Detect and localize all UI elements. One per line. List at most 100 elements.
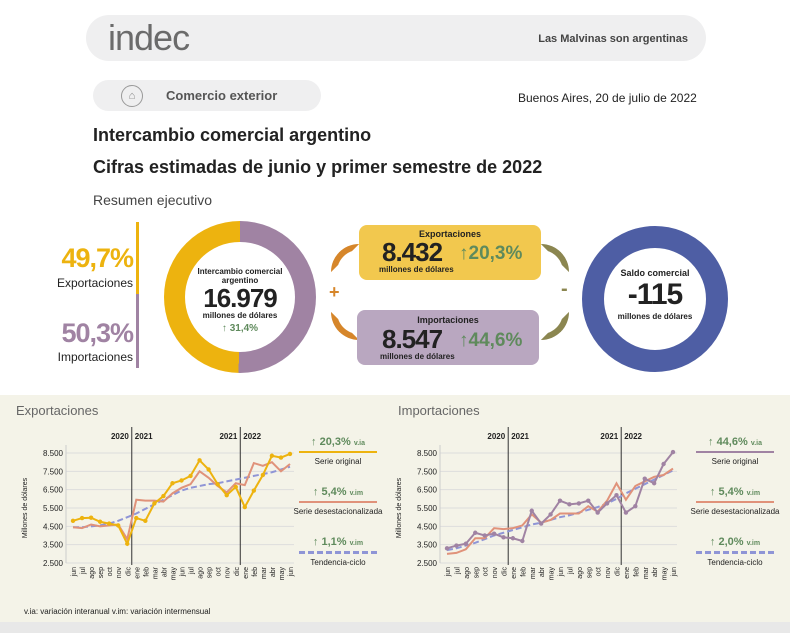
y-tick-label: 3.500	[417, 541, 438, 550]
data-point	[661, 461, 666, 467]
y-tick-label: 7.500	[417, 467, 438, 476]
legend-swatch	[299, 551, 377, 554]
footnote: v.ia: variación interanual v.im: variaci…	[24, 607, 211, 616]
page-title: Intercambio comercial argentino	[93, 125, 372, 145]
legend-change: ↑ 5,4% v.im	[709, 486, 761, 498]
x-tick-label: sep	[207, 567, 214, 578]
data-point	[670, 449, 676, 455]
intercambio-title: Intercambio comercial argentino	[197, 267, 283, 285]
data-point	[233, 484, 238, 490]
x-tick-label: dic	[125, 567, 132, 576]
x-tick-label: oct	[483, 567, 490, 576]
legend-swatch	[299, 451, 377, 453]
legend-swatch	[696, 551, 774, 554]
legend-item: ↑ 1,1% v.im Tendencia-ciclo	[293, 536, 383, 567]
exp-bar	[136, 222, 139, 294]
legend-swatch	[696, 451, 774, 453]
x-tick-label: ago	[89, 567, 96, 579]
x-tick-label: oct	[216, 567, 223, 576]
x-tick-label: abr	[539, 566, 546, 577]
summary-label: Resumen ejecutivo	[93, 192, 213, 208]
data-point	[538, 521, 544, 526]
x-tick-label: ene	[624, 567, 631, 579]
saldo-ring: Saldo comercial -115 millones de dólares	[582, 226, 728, 372]
legend-label: Tendencia-ciclo	[707, 558, 763, 567]
data-point	[251, 488, 257, 493]
x-tick-label: dic	[234, 567, 241, 576]
data-point	[567, 502, 572, 507]
legend-label: Serie original	[314, 457, 362, 466]
legend-item: ↑ 5,4% v.im Serie desestacionalizada	[690, 486, 780, 516]
y-tick-label: 8.500	[417, 449, 438, 458]
x-tick-label: nov	[605, 567, 612, 579]
data-point	[197, 458, 202, 463]
exports-chart-title: Exportaciones	[16, 403, 99, 418]
x-tick-label: jul	[189, 567, 196, 575]
imp-share: 50,3%	[61, 318, 134, 348]
x-tick-label: mar	[643, 566, 650, 579]
exports-unit: millones de dólares	[379, 265, 454, 274]
x-tick-label: ago	[198, 567, 205, 579]
data-point	[152, 501, 157, 506]
bracket-arc	[331, 244, 359, 272]
indec-logo: indec	[108, 17, 190, 58]
date: Buenos Aires, 20 de julio de 2022	[518, 91, 697, 105]
y-tick-label: 7.500	[43, 467, 64, 476]
x-tick-label: ago	[464, 567, 471, 579]
legend-change: ↑ 2,0% v.im	[709, 536, 761, 548]
header-bar: indec Las Malvinas son argentinas	[86, 15, 706, 61]
x-tick-label: jul	[567, 567, 574, 575]
x-tick-label: jul	[454, 567, 461, 575]
imports-unit: millones de dólares	[380, 352, 455, 361]
data-point	[188, 473, 193, 479]
intercambio-change: ↑ 31,4%	[221, 323, 259, 334]
data-point	[88, 515, 94, 520]
data-point	[143, 518, 148, 524]
data-point	[215, 481, 220, 487]
data-point	[576, 501, 582, 506]
year-label: 2021	[135, 432, 153, 441]
x-tick-label: dic	[502, 567, 509, 576]
x-tick-label: jul	[80, 567, 87, 575]
legend-change: ↑ 5,4% v.im	[312, 486, 364, 498]
imp-bar	[136, 294, 139, 368]
bracket-arc	[541, 312, 569, 340]
x-tick-label: oct	[107, 567, 114, 576]
y-tick-label: 2.500	[417, 559, 438, 568]
section-label: Comercio exterior	[166, 88, 278, 103]
series-line-desestacionalizada	[446, 467, 674, 555]
data-point	[510, 536, 516, 541]
data-point	[125, 541, 130, 546]
data-point	[604, 501, 610, 506]
x-tick-label: jun	[71, 567, 78, 577]
data-point	[287, 451, 293, 457]
exports-card: Exportaciones 8.432 millones de dólares …	[359, 225, 541, 280]
data-point	[242, 504, 247, 510]
x-tick-label: jun	[445, 567, 452, 577]
legend-swatch	[299, 501, 377, 503]
x-tick-label: abr	[270, 566, 277, 577]
x-tick-label: ene	[511, 567, 518, 579]
year-label: 2022	[243, 432, 261, 441]
imports-change: ↑44,6%	[459, 330, 523, 351]
y-tick-label: 5.500	[43, 504, 64, 513]
imp-share-label: Importaciones	[57, 350, 133, 364]
year-label: 2021	[511, 432, 529, 441]
data-point	[224, 492, 229, 498]
section-pill: ⌂ Comercio exterior	[93, 80, 321, 111]
data-point	[278, 455, 284, 460]
imports-title: Importaciones	[417, 315, 479, 325]
data-point	[651, 481, 657, 486]
y-tick-label: 6.500	[417, 486, 438, 495]
x-tick-label: may	[279, 567, 286, 581]
intercambio-value: 16.979	[203, 283, 278, 313]
year-label: 2021	[219, 432, 237, 441]
legend-change: ↑ 44,6% v.ia	[708, 436, 762, 448]
data-point	[454, 543, 459, 548]
exports-title: Exportaciones	[418, 229, 482, 239]
x-tick-label: sep	[98, 567, 105, 578]
data-point	[482, 533, 487, 538]
page-subtitle: Cifras estimadas de junio y primer semes…	[93, 157, 543, 177]
y-tick-label: 8.500	[43, 449, 64, 458]
series-line-desestacionalizada	[72, 460, 291, 542]
